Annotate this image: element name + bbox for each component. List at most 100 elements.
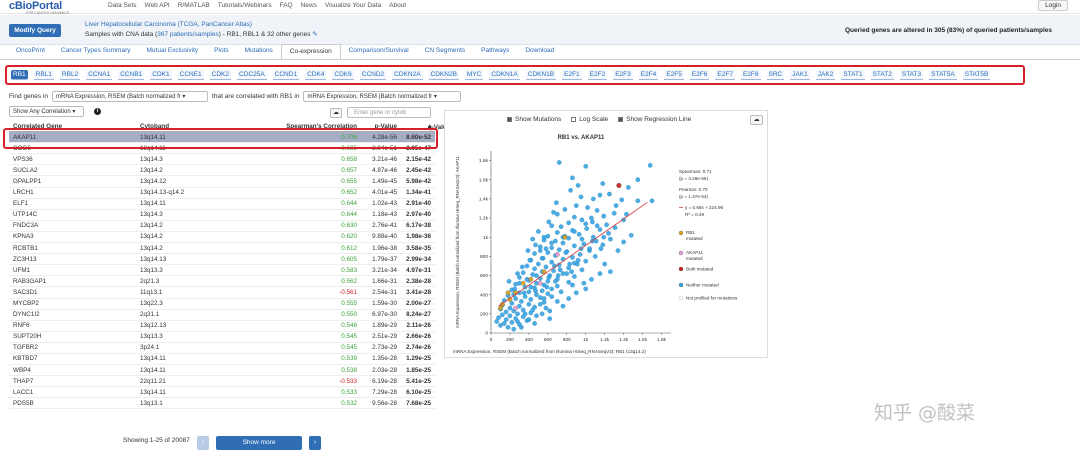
gene-pill-cdc25a[interactable]: CDC25A xyxy=(237,70,267,80)
prev-page-button[interactable]: ‹ xyxy=(197,436,209,450)
top-nav-link[interactable]: R/MATLAB xyxy=(177,2,210,9)
table-row[interactable]: KPNA3 13q14.2 0.620 9.88e-40 1.98e-36 xyxy=(9,232,435,244)
table-row[interactable]: SUPT20H 13q13.3 0.545 2.51e-29 2.66e-26 xyxy=(9,332,435,343)
regression-checkbox[interactable] xyxy=(618,116,624,122)
tab-plots[interactable]: Plots xyxy=(214,47,229,54)
col-header-spearman[interactable]: Spearman's Correlation xyxy=(286,122,357,130)
gene-pill-cdkn2a[interactable]: CDKN2A xyxy=(392,70,423,80)
top-nav-link[interactable]: Data Sets xyxy=(108,2,137,9)
study-title-link[interactable]: Liver Hepatocellular Carcinoma (TCGA, Pa… xyxy=(85,21,252,28)
gene-search-input[interactable]: Enter gene or cytob xyxy=(347,107,431,118)
table-row[interactable]: DYNC1I2 2q31.1 0.550 6.97e-30 8.24e-27 xyxy=(9,310,435,321)
log-scale-checkbox[interactable] xyxy=(571,116,577,122)
tab-cn-segments[interactable]: CN Segments xyxy=(424,47,466,54)
table-row[interactable]: UFM1 13q13.3 0.583 3.21e-34 4.97e-31 xyxy=(9,265,435,277)
regression-option[interactable]: Show Regression Line xyxy=(618,116,691,123)
plot-download-icon[interactable]: ☁ xyxy=(750,115,763,125)
table-row[interactable]: MYCBP2 13q22.3 0.555 1.59e-30 2.00e-27 xyxy=(9,299,435,310)
gene-pill-e2f8[interactable]: E2F8 xyxy=(740,70,761,80)
gene-pill-e2f3[interactable]: E2F3 xyxy=(613,70,633,80)
col-header-qvalue[interactable]: q-Value ▴ xyxy=(427,122,451,132)
gene-pill-e2f5[interactable]: E2F5 xyxy=(664,70,684,80)
gene-pill-cdk2[interactable]: CDK2 xyxy=(209,70,232,80)
tab-oncoprint[interactable]: OncoPrint xyxy=(16,47,45,54)
table-row[interactable]: TGFBR2 3p24.1 0.545 2.73e-29 2.74e-26 xyxy=(9,343,435,354)
gene-pill-stat5b[interactable]: STAT5B xyxy=(962,70,991,80)
col-header-cytoband[interactable]: Cytoband xyxy=(140,122,170,130)
gene-pill-e2f2[interactable]: E2F2 xyxy=(587,70,608,80)
gene-pill-rbl1[interactable]: RBL1 xyxy=(33,70,54,80)
profile-select-2[interactable]: mRNA Expression, RSEM (Batch normalized … xyxy=(303,90,462,102)
gene-pill-e2f4[interactable]: E2F4 xyxy=(638,70,659,80)
gene-pill-rbl2[interactable]: RBL2 xyxy=(59,70,81,80)
gene-pill-jak2[interactable]: JAK2 xyxy=(815,70,836,80)
table-row[interactable]: PDS5B 13q13.1 0.532 9.56e-28 7.68e-25 xyxy=(9,398,435,410)
top-nav-link[interactable]: News xyxy=(300,2,317,9)
next-page-button[interactable]: › xyxy=(309,436,321,450)
gene-pill-ccnb1[interactable]: CCNB1 xyxy=(118,70,145,80)
table-row[interactable]: LACC1 13q14.11 0.533 7.29e-28 6.10e-25 xyxy=(9,387,435,399)
show-mutations-checkbox[interactable] xyxy=(507,116,512,122)
profile-select-1[interactable]: mRNA Expression, RSEM (Batch normalized … xyxy=(52,90,209,102)
edit-pencil-icon[interactable]: ✎ xyxy=(312,31,318,38)
table-row[interactable]: VPS36 13q14.3 0.658 3.21e-46 2.15e-42 xyxy=(9,154,435,166)
gene-pill-cdk4[interactable]: CDK4 xyxy=(305,70,327,80)
table-row[interactable]: UTP14C 13q14.3 0.644 1.18e-43 2.97e-40 xyxy=(9,210,435,221)
samples-link[interactable]: 367 patients/samples xyxy=(157,31,219,38)
table-row[interactable]: GPALPP1 13q14.12 0.655 1.49e-45 5.98e-42 xyxy=(9,176,435,188)
table-row[interactable]: LRCH1 13q14.13-q14.2 0.652 4.01e-45 1.34e-41 xyxy=(9,188,435,199)
table-row[interactable]: KBTBD7 13q14.11 0.539 1.35e-28 1.29e-25 xyxy=(9,354,435,366)
top-nav-link[interactable]: Tutorials/Webinars xyxy=(217,2,272,9)
download-cloud-icon[interactable]: ☁ xyxy=(330,108,342,118)
table-row[interactable]: AKAP11 13q14.11 0.706 4.28e-56 8.60e-52 xyxy=(9,132,435,144)
log-scale-option[interactable]: Log Scale xyxy=(571,116,608,123)
gene-pill-e2f6[interactable]: E2F6 xyxy=(689,70,710,80)
table-row[interactable]: RAB3GAP1 2q21.3 0.562 1.66e-31 2.38e-28 xyxy=(9,276,435,288)
table-row[interactable]: ZC3H13 13q14.13 0.605 1.79e-37 2.99e-34 xyxy=(9,254,435,266)
table-row[interactable]: ELF1 13q14.11 0.644 1.02e-43 2.91e-40 xyxy=(9,199,435,210)
top-nav-link[interactable]: Web API xyxy=(144,2,170,9)
col-header-pvalue[interactable]: p-Value xyxy=(374,122,397,130)
modify-query-button[interactable]: Modify Query xyxy=(9,24,61,37)
cbioportal-logo[interactable]: cBioPortal FOR CANCER GENOMICS xyxy=(9,0,79,16)
info-icon[interactable]: i xyxy=(94,108,101,115)
col-header-gene[interactable]: Correlated Gene xyxy=(13,122,62,130)
gene-pill-cdk1[interactable]: CDK1 xyxy=(150,70,172,80)
table-row[interactable]: RNF6 13q12.13 0.546 1.89e-29 2.11e-26 xyxy=(9,321,435,332)
gene-pill-rb1[interactable]: RB1 xyxy=(11,70,28,80)
tab-mutations[interactable]: Mutations xyxy=(244,47,273,54)
gene-pill-ccna1[interactable]: CCNA1 xyxy=(86,70,113,80)
gene-pill-stat3[interactable]: STAT3 xyxy=(899,70,924,80)
gene-pill-src[interactable]: SRC xyxy=(766,70,785,80)
top-nav-link[interactable]: About xyxy=(389,2,407,9)
top-nav-link[interactable]: Visualize Your Data xyxy=(324,2,382,9)
table-row[interactable]: THAP7 22q11.21 -0.533 6.19e-28 5.41e-25 xyxy=(9,376,435,388)
gene-pill-e2f7[interactable]: E2F7 xyxy=(715,70,735,80)
tab-cancer-types-summary[interactable]: Cancer Types Summary xyxy=(60,47,131,54)
table-row[interactable]: FNDC3A 13q14.2 0.630 2.76e-41 6.17e-38 xyxy=(9,221,435,232)
tab-comparison-survival[interactable]: Comparison/Survival xyxy=(348,47,409,54)
gene-pill-cdkn1a[interactable]: CDKN1A xyxy=(489,70,520,80)
table-row[interactable]: SAC3D1 11q13.1 -0.561 2.54e-31 3.41e-28 xyxy=(9,287,435,299)
show-mutations-option[interactable]: Show Mutations xyxy=(507,116,561,123)
gene-pill-ccnd1[interactable]: CCND1 xyxy=(272,70,300,80)
gene-pill-ccnd2[interactable]: CCND2 xyxy=(359,70,387,80)
top-nav-link[interactable]: FAQ xyxy=(279,2,293,9)
gene-pill-e2f1[interactable]: E2F1 xyxy=(562,70,582,80)
table-row[interactable]: RCBTB1 13q14.2 0.612 1.96e-38 3.58e-35 xyxy=(9,243,435,255)
gene-pill-ccne1[interactable]: CCNE1 xyxy=(177,70,204,80)
gene-pill-stat2[interactable]: STAT2 xyxy=(870,70,894,80)
table-row[interactable]: WBP4 13q14.11 0.538 2.03e-28 1.85e-25 xyxy=(9,365,435,377)
gene-pill-myc[interactable]: MYC xyxy=(464,70,484,80)
gene-pill-cdkn2b[interactable]: CDKN2B xyxy=(428,70,459,80)
tab-mutual-exclusivity[interactable]: Mutual Exclusivity xyxy=(146,47,199,54)
tab-co-expression[interactable]: Co-expression xyxy=(280,44,341,59)
gene-pill-stat5a[interactable]: STAT5A xyxy=(929,70,957,80)
correlation-filter-select[interactable]: Show Any Correlation ▾ xyxy=(9,106,84,117)
login-button[interactable]: Login xyxy=(1038,0,1068,11)
gene-pill-jak1[interactable]: JAK1 xyxy=(790,70,810,80)
gene-pill-stat1[interactable]: STAT1 xyxy=(841,70,865,80)
tab-pathways[interactable]: Pathways xyxy=(481,47,510,54)
gene-pill-cdk6[interactable]: CDK6 xyxy=(332,70,354,80)
show-more-button[interactable]: Show more xyxy=(216,436,302,450)
